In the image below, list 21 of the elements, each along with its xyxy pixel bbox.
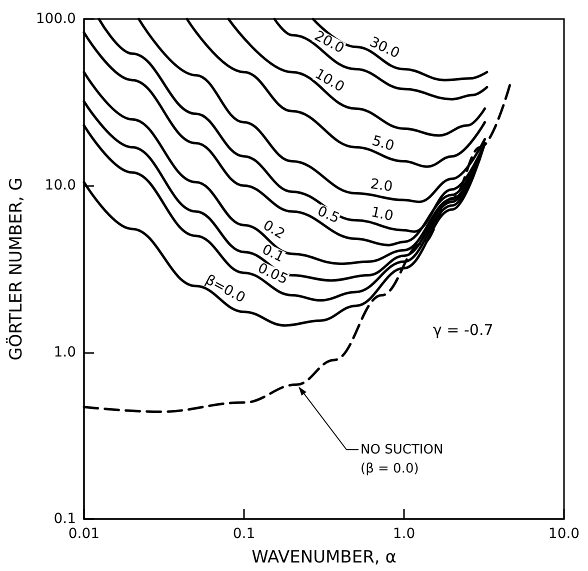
text: 0.5 — [314, 203, 342, 227]
y-axis-title: GÖRTLER NUMBER, G — [6, 178, 26, 360]
y-tick-label: 100.0 — [36, 11, 76, 27]
y-tick-label: 1.0 — [54, 344, 76, 360]
y-tick-label: 0.1 — [54, 511, 76, 527]
y-tick-label: 10.0 — [44, 178, 76, 194]
x-tick-label: 10.0 — [548, 526, 580, 542]
annotation: γ = -0.7 — [433, 321, 494, 339]
text: 0.05 — [255, 260, 290, 288]
x-tick-label: 0.1 — [232, 526, 256, 542]
text: 30.0 — [367, 34, 402, 62]
text: 10.0 — [312, 66, 347, 96]
text: NO SUCTION (β = 0.0) — [360, 442, 448, 477]
text: 1.0 — [370, 204, 395, 225]
text: 5.0 — [370, 132, 396, 155]
text: 0.2 — [260, 217, 288, 243]
x-axis-title: WAVENUMBER, α — [252, 548, 396, 568]
text: 20.0 — [312, 28, 347, 57]
x-tick-label: 1.0 — [392, 526, 416, 542]
text: 2.0 — [369, 176, 394, 196]
x-tick-label: 0.01 — [68, 526, 100, 542]
